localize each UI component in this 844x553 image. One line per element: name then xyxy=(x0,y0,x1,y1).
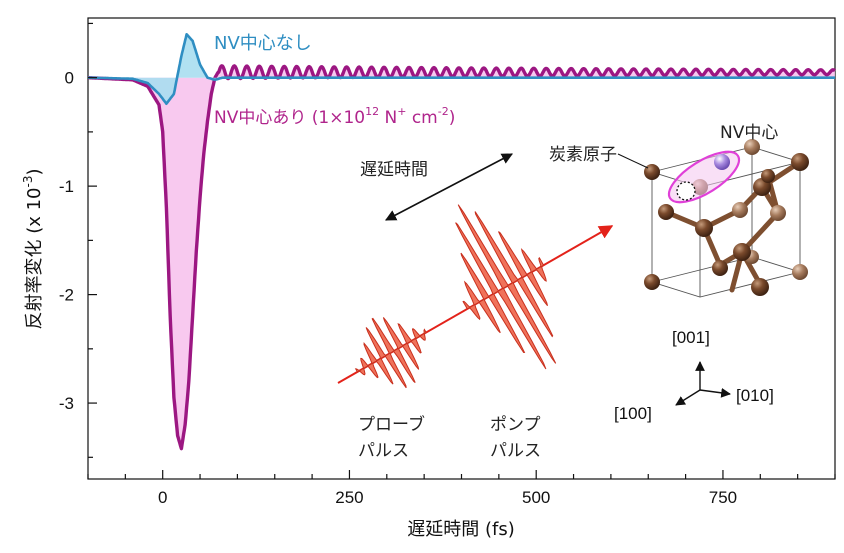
y-tick-label: 0 xyxy=(65,69,74,88)
series-label-sup-12: 12 xyxy=(365,105,379,118)
axis-100-arrow xyxy=(675,389,701,406)
series-label-close: ) xyxy=(449,108,456,128)
y-tick-label: -2 xyxy=(59,286,74,305)
x-axis-title: 遅延時間 (fs) xyxy=(407,519,514,540)
vacancy-site xyxy=(676,181,696,201)
pump-label-line2: パルス xyxy=(490,441,541,461)
probe-label-line2: パルス xyxy=(358,441,409,461)
y-axis-title: 反射率変化 (x 10-3) xyxy=(21,168,45,329)
probe-label-line1: プローブ xyxy=(358,414,425,435)
carbon-atom xyxy=(695,219,713,237)
carbon-atom xyxy=(791,153,809,171)
series-label-sup-plus: + xyxy=(397,105,406,118)
direction-010-label: [010] xyxy=(736,386,774,405)
y-axis-title-sup: -3 xyxy=(21,176,35,188)
with-nv-line xyxy=(87,64,837,451)
series-layer xyxy=(87,33,837,451)
carbon-atom xyxy=(732,202,748,218)
with-nv-area xyxy=(88,65,835,449)
carbon-atom xyxy=(761,169,775,183)
carbon-atom xyxy=(644,274,660,290)
carbon-atom xyxy=(751,278,769,296)
diamond-crystal-illustration xyxy=(644,139,809,298)
series-label-sup-minus2: -2 xyxy=(438,105,449,118)
x-tick-label: 0 xyxy=(158,488,167,507)
carbon-atom xyxy=(792,264,808,280)
axis-010-arrow xyxy=(699,387,731,398)
tick-layer: 0 250 500 750 0 -1 -2 -3 xyxy=(59,22,836,507)
x-tick-label: 500 xyxy=(522,488,550,507)
series-label-with-nv: NV中心あり (1×1012 N+ cm-2) xyxy=(214,105,455,128)
carbon-atom xyxy=(770,205,786,221)
y-axis-title-group: 反射率変化 (x 10-3) xyxy=(21,168,45,329)
nitrogen-atom xyxy=(714,154,730,170)
delay-label: 遅延時間 xyxy=(360,160,428,180)
series-label-with-nv-main: NV中心あり (1×10 xyxy=(214,108,365,128)
carbon-atom xyxy=(658,204,674,220)
delay-arrow xyxy=(385,153,513,221)
series-label-no-nv: NV中心なし xyxy=(214,33,312,54)
carbon-atom xyxy=(712,260,728,276)
series-label-cm: cm xyxy=(406,108,437,128)
no-nv-line xyxy=(87,33,836,105)
nv-center-highlight xyxy=(667,150,741,204)
y-tick-label: -3 xyxy=(59,394,74,413)
carbon-atom xyxy=(733,243,751,261)
carbon-atom xyxy=(744,139,760,155)
pump-label-line1: ポンプ xyxy=(490,415,541,435)
probe-pulse xyxy=(354,317,427,389)
carbon-atom-label: 炭素原子 xyxy=(549,145,617,165)
x-tick-label: 250 xyxy=(335,488,363,507)
series-label-n: N xyxy=(379,108,397,128)
nv-center-label: NV中心 xyxy=(720,123,778,143)
y-axis-title-main: 反射率変化 (x 10 xyxy=(24,187,45,329)
x-tick-label: 750 xyxy=(709,488,737,507)
pump-pulse xyxy=(455,204,557,370)
direction-100-label: [100] xyxy=(614,404,652,423)
y-tick-label: -1 xyxy=(59,177,74,196)
carbon-leader-line xyxy=(617,153,649,169)
direction-001-label: [001] xyxy=(672,328,710,347)
carbon-atom xyxy=(644,164,660,180)
y-axis-title-close: ) xyxy=(24,168,45,175)
